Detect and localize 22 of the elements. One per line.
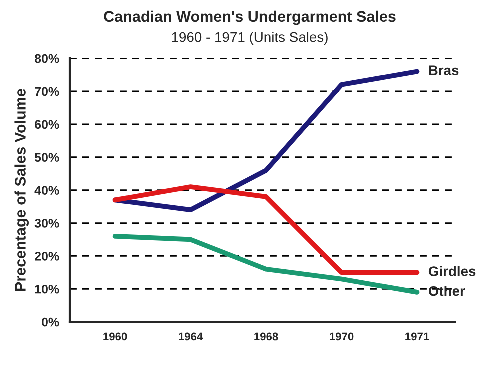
- series-label: Bras: [429, 66, 459, 76]
- series-label: Other: [428, 286, 466, 296]
- y-tick-label: 20%: [35, 252, 60, 261]
- y-tick-label: 10%: [35, 284, 60, 294]
- series-label: Girdles: [428, 266, 476, 276]
- x-tick-label: 1960: [104, 332, 128, 341]
- y-tick-label: 70%: [35, 87, 60, 96]
- y-tick-label: 0%: [42, 318, 60, 327]
- y-tick-label: 40%: [34, 186, 60, 195]
- chart-subtitle: 1960 - 1971 (Units Sales): [172, 32, 328, 45]
- y-tick-label: 30%: [34, 219, 60, 228]
- y-axis-title: Precentage of Sales Volume: [14, 89, 30, 292]
- x-tick-label: 1971: [406, 332, 430, 341]
- chart-title: Canadian Women's Undergarment Sales: [104, 10, 396, 26]
- x-tick-label: 1968: [254, 332, 278, 341]
- y-tick-label: 60%: [35, 120, 60, 130]
- line-series: [112, 184, 420, 276]
- x-tick-label: 1970: [330, 332, 354, 341]
- x-tick-label: 1964: [179, 332, 204, 341]
- y-tick-label: 50%: [34, 153, 60, 162]
- line-series: [112, 234, 420, 295]
- y-tick-label: 80%: [34, 54, 60, 64]
